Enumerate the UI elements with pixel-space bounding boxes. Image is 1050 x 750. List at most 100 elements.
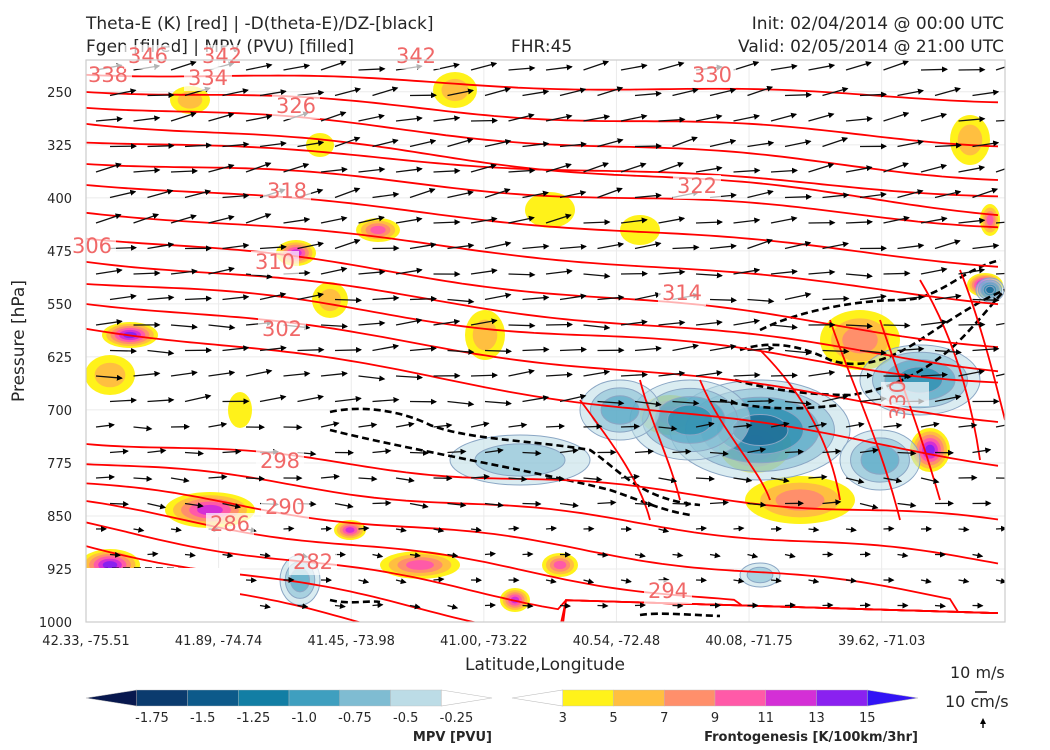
wind-vector [147,142,175,149]
wind-vector [897,346,925,353]
wind-vector [695,165,723,173]
colorbar-segment [187,689,239,707]
wind-vector [334,396,362,403]
wind-vector [808,526,820,533]
wind-vector [559,346,587,353]
wind-vector [883,477,903,484]
x-axis-label: Latitude,Longitude [465,655,625,675]
colorbar-tick-label: 7 [660,711,668,726]
wind-vector [470,372,498,379]
wind-vector [583,423,603,430]
colorbar-segment [562,689,614,707]
wind-vector [845,219,873,226]
wind-vector [770,268,798,275]
wind-vectors [95,60,1036,610]
wind-vector [620,217,648,224]
wind-vector [972,140,1000,148]
wind-vector [259,244,287,251]
colorbar-tick-label: -1.25 [237,711,271,726]
wind-vector [897,552,909,559]
wind-vector [508,525,520,532]
wind-vector [733,318,761,326]
wind-vector [620,577,632,584]
wind-vector [770,112,798,122]
theta-e-contour [86,211,999,306]
wind-vector [334,238,361,250]
colorbar-segment [511,689,564,707]
wind-vector [109,448,129,455]
wind-vector [409,449,429,456]
terrain-mask [86,568,240,622]
wind-vector [95,213,122,224]
wind-vector [620,473,640,480]
wind-vector [559,87,587,97]
wind-vector [583,272,611,279]
wind-vector [283,525,295,532]
wind-vector [883,270,911,277]
wind-vector [634,90,662,97]
wind-vector [695,272,723,279]
wind-vector [583,219,611,226]
wind-vector [583,578,595,585]
theta-e-contour [86,141,999,198]
contour-label-bg [258,318,306,342]
wind-vector [747,501,767,508]
wind-vector [597,187,623,199]
wind-vector [545,371,573,378]
contour-label-bg [658,282,706,306]
wind-vector [170,60,197,71]
wind-vector [147,188,174,199]
wind-vector [958,422,978,429]
wind-vector [733,525,745,532]
wind-vector [583,114,611,122]
wind-vector [545,64,573,71]
wind-vector [320,473,340,480]
wind-vector [658,161,684,173]
colorbar-segment [440,689,493,707]
wind-vector [559,447,579,454]
x-tick-label: 41.00, -73.22 [440,634,527,649]
colorbar-segment [390,689,442,707]
wind-vector [358,66,386,73]
wind-vector [808,162,835,173]
wind-vector [358,269,386,276]
wind-vector [395,374,423,381]
wind-vector [545,423,565,430]
wind-vector [583,324,611,331]
frontogenesis-colorbar-label: Frontogenesis [K/100km/3hr] [704,730,918,745]
wind-vector [597,399,625,406]
wind-vector [934,86,961,97]
wind-vector [822,348,850,355]
y-tick-label: 400 [47,192,72,207]
wind-vector [147,294,175,301]
wind-vector [372,396,400,403]
wind-vector [822,241,849,250]
wind-vector [709,552,721,559]
wind-vector [672,343,699,352]
wind-vector [559,393,587,403]
wind-vector [634,552,646,559]
wind-vector [508,476,528,483]
colorbar-tick-label: 9 [711,711,719,726]
wind-vector [522,190,549,199]
wind-vector [433,422,453,429]
wind-vector [283,370,311,377]
wind-vector [320,215,348,224]
wind-vector [658,216,686,224]
wind-vector [747,85,774,97]
contour-label-bg [673,175,721,199]
wind-vector [372,295,400,302]
wind-vector [845,115,873,122]
wind-vector [184,502,204,509]
wind-vector [358,320,386,327]
wind-vector [259,552,271,559]
wind-vector [822,499,842,506]
wind-vector [283,63,311,71]
wind-vector [920,421,940,428]
wind-vector [395,477,415,483]
wind-vector [808,578,820,584]
wind-vector [1010,142,1036,147]
wind-vector [583,476,603,483]
wind-vector [170,268,198,275]
